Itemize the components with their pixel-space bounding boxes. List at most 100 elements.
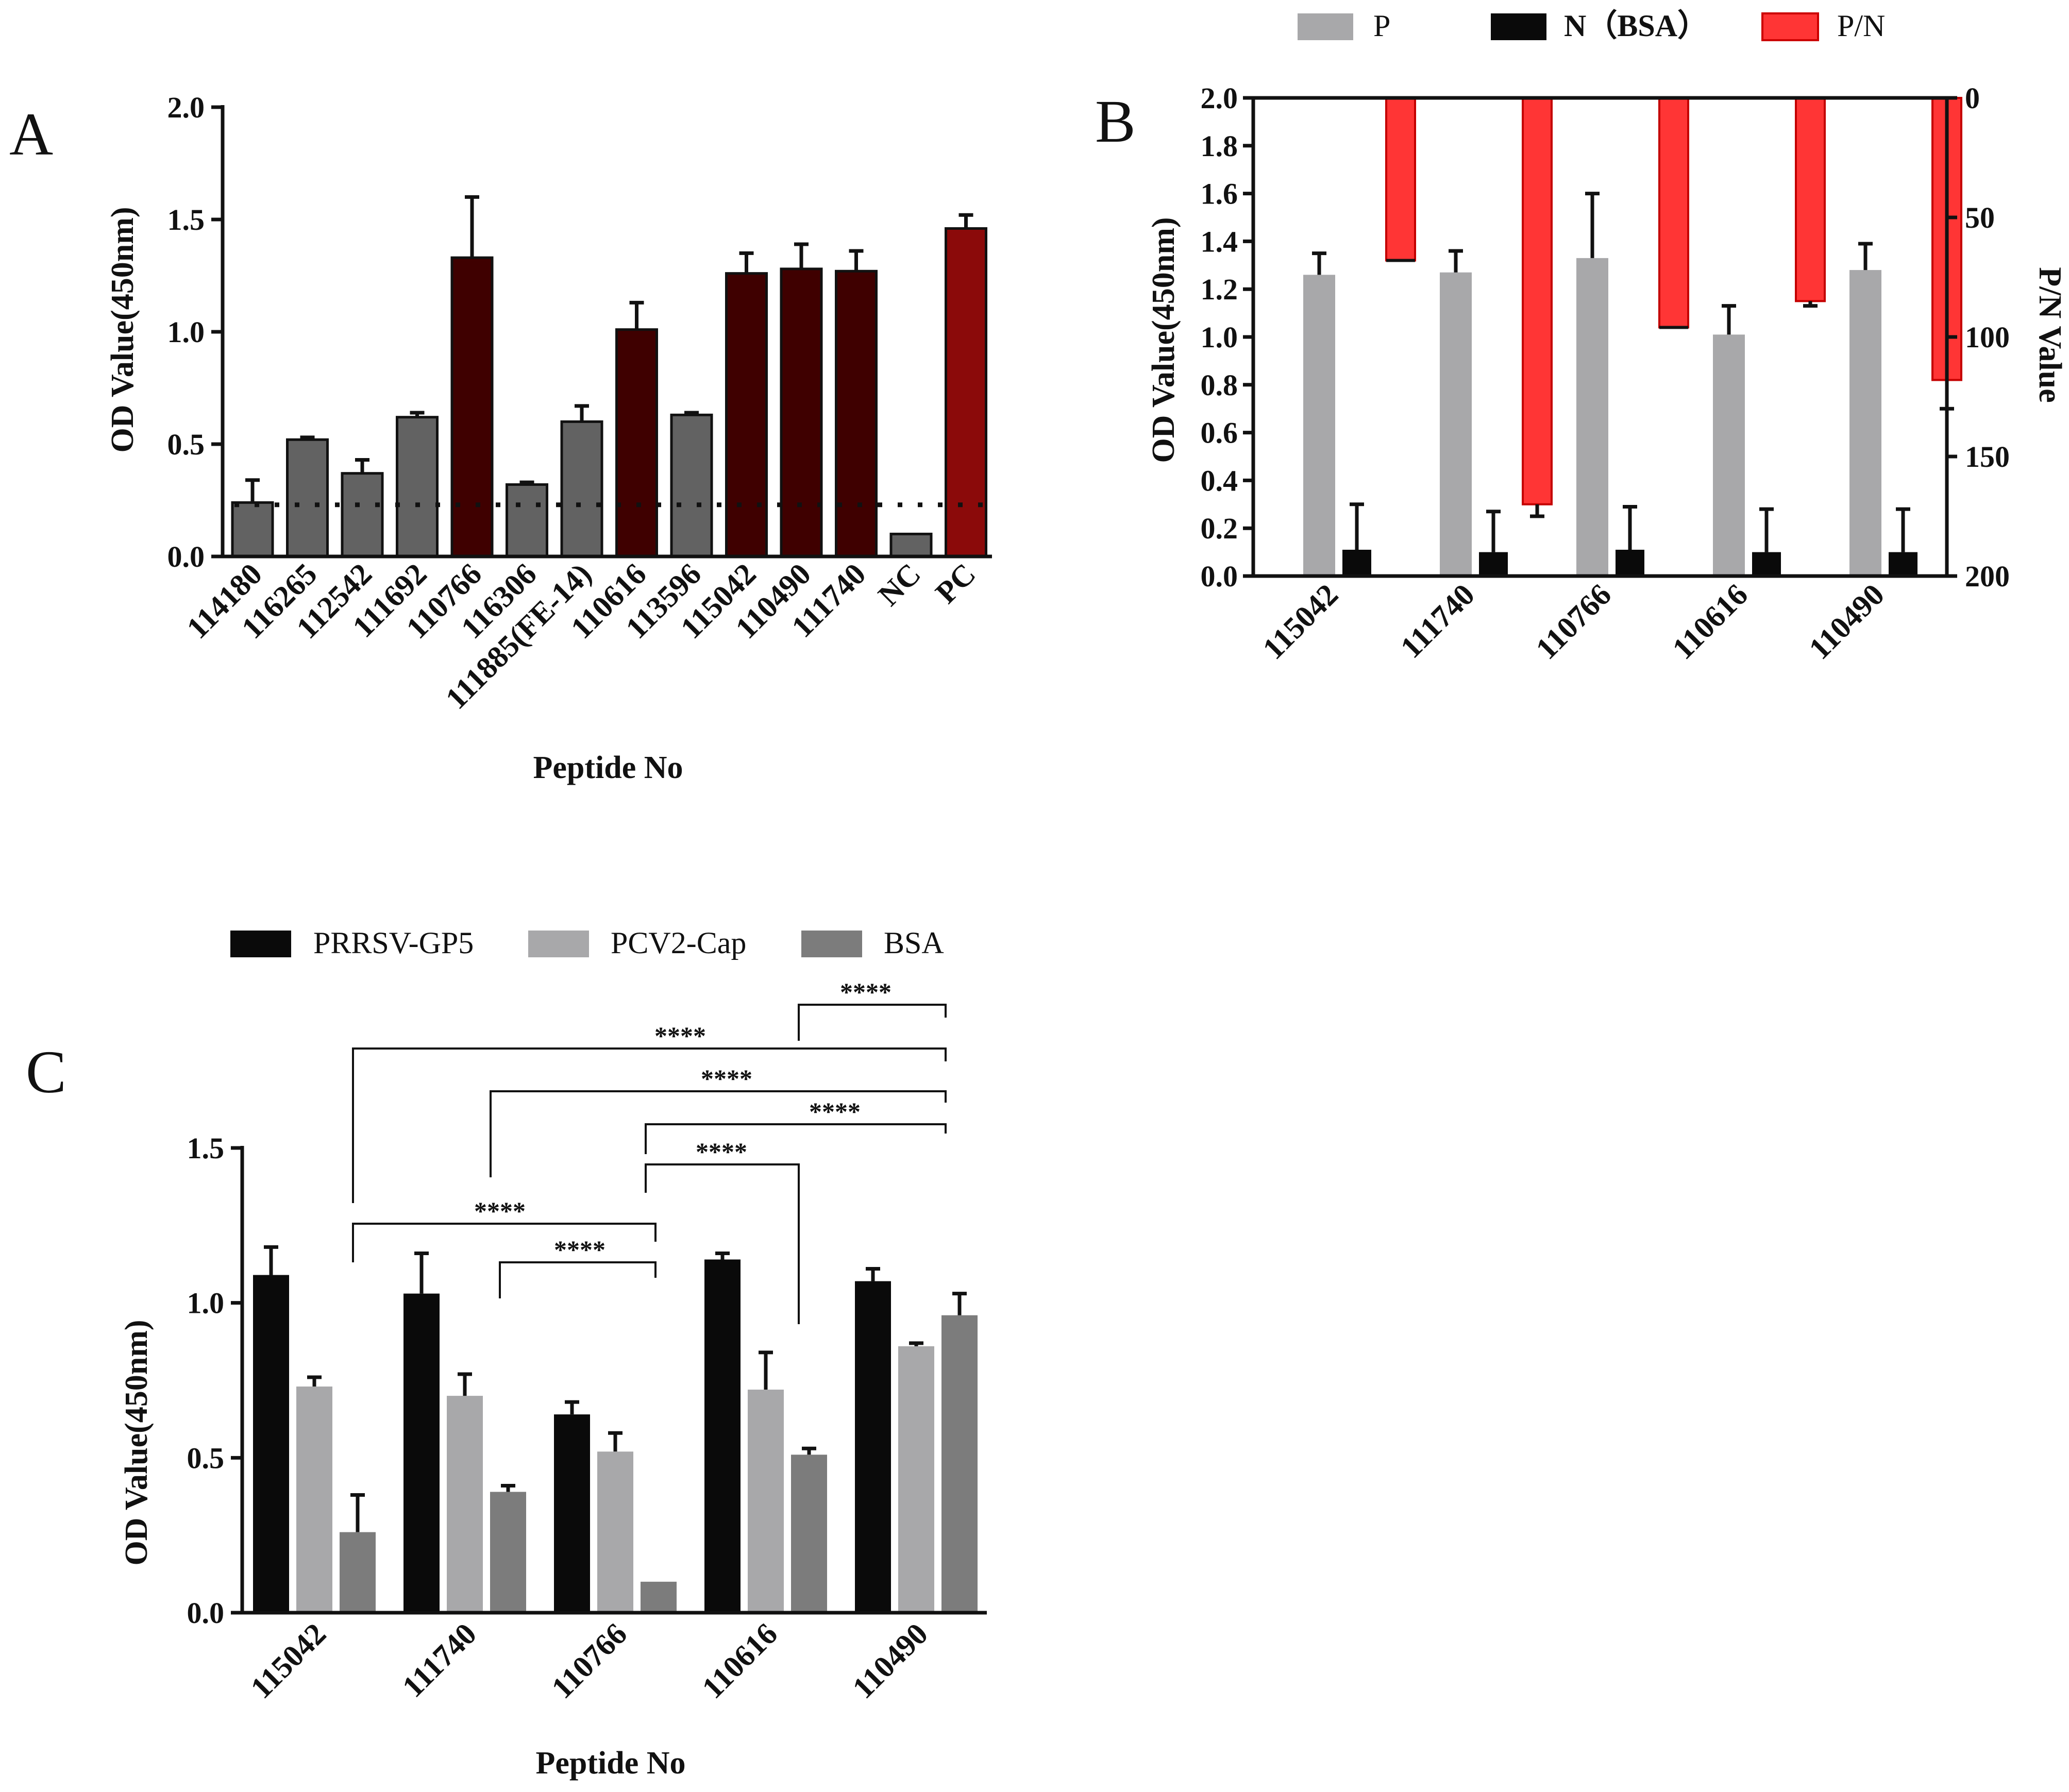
panel-c-significance-label: **** — [701, 1064, 752, 1093]
legend-swatch-cap — [528, 931, 589, 957]
panel-a-bar-111740 — [835, 269, 878, 558]
panel-b-x-tick-label: 115042 — [1256, 578, 1345, 666]
panel-a-bar-110616 — [615, 328, 658, 558]
panel-c-significance-bracket — [352, 1223, 657, 1262]
panel-c-significance-bracket — [798, 1004, 947, 1041]
panel-c-significance-bracket — [499, 1261, 657, 1298]
panel-c-x-tick-label: 111740 — [396, 1617, 483, 1704]
panel-b-y2-tick-label: 150 — [1965, 440, 2010, 474]
panel-a-bars — [231, 195, 987, 558]
panel-c-significance-bracket — [490, 1090, 947, 1177]
panel-b-legend: P N（BSA） P/N — [1298, 8, 1885, 43]
panel-b-y2-axis-title: P/N Value — [2032, 267, 2067, 403]
panel-a-bar-115042 — [725, 272, 768, 558]
panel-a-label: A — [9, 100, 53, 168]
legend-label-n: N（BSA） — [1564, 8, 1708, 43]
panel-b-bar-pn-110616 — [1795, 97, 1826, 302]
panel-b-bar-n-110766 — [1616, 549, 1644, 576]
panel-c-bar-cap-110490 — [898, 1346, 934, 1613]
panel-b-y2-tick-label: 200 — [1965, 560, 2010, 593]
legend-swatch-gp5 — [230, 931, 291, 957]
panel-a-x-tick-label: PC — [929, 557, 982, 610]
panel-c-bar-cap-110616 — [748, 1390, 784, 1613]
panel-b-bar-p-111740 — [1440, 272, 1472, 576]
panel-b-bar-n-110490 — [1889, 552, 1917, 576]
panel-c-bar-cap-110766 — [597, 1451, 633, 1613]
panel-a-bar-PC — [945, 227, 987, 558]
panel-c-significance-bracket — [645, 1123, 947, 1154]
panel-c-bar-gp5-110616 — [704, 1259, 741, 1613]
panel-b-bar-pn-110766 — [1658, 97, 1689, 329]
panel-c-x-tick-label: 110616 — [696, 1617, 784, 1705]
panel-b-x-tick-label: 110490 — [1803, 578, 1891, 666]
legend-label-p: P — [1373, 9, 1390, 43]
panel-c-bar-gp5-111740 — [403, 1293, 440, 1613]
legend-label-bsa: BSA — [884, 926, 944, 960]
panel-c-bar-gp5-115042 — [253, 1275, 289, 1613]
panel-b-bar-n-115042 — [1342, 549, 1371, 576]
legend-label-cap: PCV2-Cap — [611, 926, 746, 960]
panel-b-y-tick-label: 0.0 — [1201, 560, 1238, 593]
panel-a-bar-110766 — [450, 256, 494, 558]
panel-c-x-tick-label: 115042 — [244, 1617, 333, 1705]
legend-swatch-pn — [1761, 12, 1819, 41]
panel-c-significance-label: **** — [654, 1021, 706, 1050]
panel-c-significance-label: **** — [474, 1196, 526, 1225]
panel-c-bar-gp5-110766 — [554, 1414, 590, 1613]
panel-c-significance-bracket — [645, 1163, 800, 1324]
panel-a-x-tick-label: NC — [871, 557, 927, 613]
panel-c-y-tick-label: 1.5 — [187, 1131, 225, 1165]
panel-a-bar-116265 — [286, 438, 329, 558]
panel-c-significance-label: **** — [840, 977, 891, 1006]
panel-b-y-tick-label: 2.0 — [1201, 81, 1238, 115]
panel-a-y-tick-label: 1.0 — [167, 315, 205, 349]
panel-c-bar-bsa-115042 — [340, 1532, 376, 1613]
panel-a-y-axis-title: OD Value(450nm) — [105, 207, 140, 452]
panel-c-bar-bsa-110616 — [791, 1455, 827, 1613]
panel-c-significance-label: **** — [809, 1097, 861, 1126]
panel-b-bar-p-115042 — [1303, 275, 1335, 576]
panel-c-y-tick-label: 0.5 — [187, 1441, 225, 1475]
panel-a-bar-114180 — [231, 501, 274, 558]
panel-b-y2-tick-label: 100 — [1965, 320, 2010, 354]
panel-c-bars — [253, 1245, 978, 1613]
panel-c: C PRRSV-GP5 PCV2-Cap BSA **** **** **** ***… — [26, 926, 987, 1781]
panel-c-significance-label: **** — [554, 1235, 605, 1264]
panel-c-bar-bsa-110766 — [641, 1581, 677, 1613]
legend-label-gp5: PRRSV-GP5 — [313, 926, 474, 960]
panel-c-legend: PRRSV-GP5 PCV2-Cap BSA — [230, 926, 944, 960]
panel-b-y-tick-label: 1.8 — [1201, 129, 1238, 163]
panel-a-bar-111885(FE-14) — [560, 420, 603, 558]
panel-b: B P N（BSA） P/N 115042 111740 110766 110616 1… — [1095, 8, 2067, 666]
panel-a-y-tick-label: 2.0 — [167, 91, 205, 124]
legend-label-pn: P/N — [1837, 9, 1885, 43]
panel-b-x-tick-label: 111740 — [1394, 578, 1481, 665]
panel-c-bar-gp5-110490 — [855, 1281, 891, 1613]
panel-c-significance-label: **** — [696, 1137, 747, 1166]
legend-swatch-p — [1298, 13, 1353, 40]
panel-c-significance-bracket — [352, 1047, 947, 1203]
panel-c-bar-cap-111740 — [447, 1396, 483, 1613]
panel-b-bar-pn-115042 — [1385, 97, 1416, 262]
panel-b-bar-p-110490 — [1849, 270, 1881, 576]
panel-c-bar-bsa-111740 — [490, 1492, 526, 1613]
panel-b-bar-pn-111740 — [1522, 97, 1553, 505]
panel-a-y-tick-label: 1.5 — [167, 203, 205, 236]
panel-b-y-tick-label: 1.0 — [1201, 320, 1238, 354]
panel-c-x-axis-title: Peptide No — [535, 1746, 685, 1781]
panel-c-label: C — [26, 1038, 66, 1106]
panel-c-bar-cap-115042 — [296, 1387, 332, 1613]
panel-a-x-axis-title: Peptide No — [533, 750, 683, 785]
panel-b-bars — [1303, 97, 1962, 576]
panel-c-y-tick-label: 1.0 — [187, 1287, 225, 1320]
panel-b-y-tick-label: 0.4 — [1201, 464, 1238, 497]
panel-c-y-tick-label: 0.0 — [187, 1596, 225, 1630]
panel-b-y2-tick-label: 0 — [1965, 81, 1980, 115]
panel-a-bar-110490 — [780, 267, 823, 558]
panel-b-y2-tick-label: 50 — [1965, 201, 1995, 234]
legend-swatch-bsa — [801, 931, 862, 957]
panel-b-y-tick-label: 0.6 — [1201, 416, 1238, 450]
panel-a-bar-113596 — [670, 413, 713, 558]
panel-a-y-tick-label: 0.0 — [167, 540, 205, 573]
